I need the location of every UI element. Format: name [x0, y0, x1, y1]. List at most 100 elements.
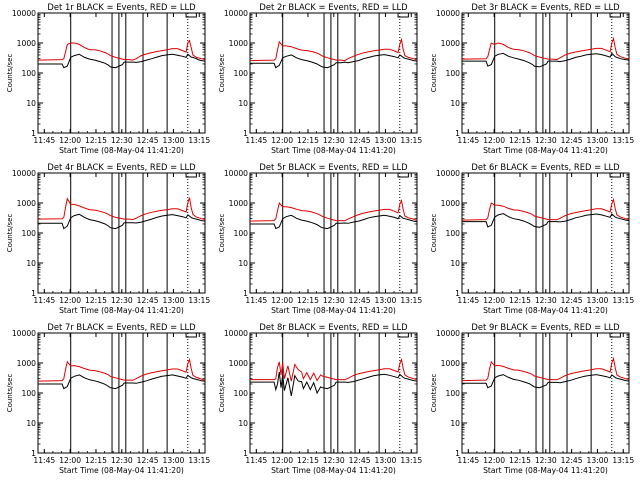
x-tick-label: 12:00: [483, 136, 505, 145]
y-tick-label: 1: [455, 289, 460, 298]
y-axis-title: Counts/sec: [430, 54, 438, 93]
x-tick-label: 13:00: [374, 136, 396, 145]
panel-title: Det 6r BLACK = Events, RED = LLD: [471, 162, 619, 172]
x-tick-label: 12:45: [561, 296, 583, 305]
series-line-events: [250, 371, 418, 396]
x-tick-label: 13:00: [162, 456, 184, 465]
y-tick-label: 100: [22, 229, 37, 238]
y-tick-label: 100: [234, 229, 249, 238]
x-tick-label: 12:30: [323, 456, 345, 465]
y-tick-label: 10000: [436, 9, 460, 18]
x-tick-label: 11:45: [457, 136, 479, 145]
panel-title: Det 1r BLACK = Events, RED = LLD: [47, 2, 195, 12]
x-tick-label: 13:00: [586, 136, 608, 145]
y-tick-label: 1: [243, 449, 248, 458]
y-axis-title: Counts/sec: [430, 214, 438, 253]
panel-title: Det 7r BLACK = Events, RED = LLD: [47, 322, 195, 332]
plot-frame: [37, 332, 206, 454]
x-tick-label: 12:30: [323, 296, 345, 305]
x-tick-label: 13:15: [400, 136, 422, 145]
series-line-lld: [461, 197, 630, 221]
x-tick-label: 12:00: [59, 136, 81, 145]
y-axis-title: Counts/sec: [6, 374, 14, 413]
series-line-events: [38, 213, 206, 230]
x-axis-title: Start Time (08-May-04 11:41:20): [59, 466, 184, 475]
x-tick-label: 12:15: [85, 296, 107, 305]
x-tick-label: 12:15: [85, 136, 107, 145]
plot-frame: [461, 332, 630, 454]
x-tick-label: 13:00: [374, 456, 396, 465]
series-line-lld: [461, 356, 630, 382]
x-tick-label: 12:15: [297, 136, 319, 145]
y-tick-label: 10: [238, 419, 248, 428]
x-tick-label: 12:00: [59, 296, 81, 305]
y-tick-label: 10000: [12, 9, 36, 18]
series-line-lld: [249, 37, 418, 62]
plot-frame: [461, 172, 630, 294]
y-tick-label: 10: [26, 419, 36, 428]
y-tick-label: 10: [238, 99, 248, 108]
top-bracket-marker: [397, 333, 409, 338]
series-line-lld: [37, 357, 206, 382]
y-tick-label: 10000: [436, 329, 460, 338]
panel-det-4: Det 4r BLACK = Events, RED = LLD 1 10 100 10…: [6, 162, 210, 315]
y-tick-label: 10: [450, 419, 460, 428]
series-line-events: [462, 52, 630, 68]
top-bracket-marker: [397, 173, 409, 178]
y-tick-label: 100: [234, 69, 249, 78]
x-tick-label: 12:30: [111, 456, 133, 465]
x-tick-label: 12:00: [271, 296, 293, 305]
x-tick-label: 13:15: [612, 296, 634, 305]
y-axis-title: Counts/sec: [430, 374, 438, 413]
x-tick-label: 13:00: [374, 296, 396, 305]
top-bracket-marker: [185, 173, 197, 178]
panel-det-8: Det 8r BLACK = Events, RED = LLD 1 10 100 10…: [218, 322, 422, 475]
x-axis-title: Start Time (08-May-04 11:41:20): [483, 466, 608, 475]
panel-title: Det 5r BLACK = Events, RED = LLD: [259, 162, 407, 172]
series-line-events: [462, 374, 630, 389]
x-tick-label: 11:45: [33, 456, 55, 465]
x-tick-label: 12:45: [349, 136, 371, 145]
x-tick-label: 12:15: [509, 136, 531, 145]
panel-title: Det 3r BLACK = Events, RED = LLD: [471, 2, 619, 12]
top-bracket-marker: [609, 173, 621, 178]
y-tick-label: 100: [446, 389, 461, 398]
x-tick-label: 12:45: [137, 136, 159, 145]
x-axis-title: Start Time (08-May-04 11:41:20): [59, 146, 184, 155]
panel-det-5: Det 5r BLACK = Events, RED = LLD 1 10 100 10…: [218, 162, 422, 315]
y-axis-title: Counts/sec: [6, 214, 14, 253]
x-tick-label: 12:30: [111, 136, 133, 145]
x-axis-title: Start Time (08-May-04 11:41:20): [483, 306, 608, 315]
x-tick-label: 13:00: [586, 296, 608, 305]
x-axis-title: Start Time (08-May-04 11:41:20): [271, 146, 396, 155]
x-tick-label: 12:15: [297, 296, 319, 305]
y-tick-label: 1000: [229, 199, 248, 208]
panel-title: Det 8r BLACK = Events, RED = LLD: [259, 322, 407, 332]
y-tick-label: 100: [234, 389, 249, 398]
top-bracket-marker: [609, 333, 621, 338]
series-line-lld: [461, 36, 630, 61]
y-axis-title: Counts/sec: [218, 54, 226, 93]
x-tick-label: 12:45: [137, 456, 159, 465]
y-tick-label: 100: [446, 69, 461, 78]
top-bracket-marker: [397, 13, 409, 18]
plot-frame: [249, 332, 418, 454]
x-tick-label: 12:45: [349, 456, 371, 465]
x-tick-label: 11:45: [33, 296, 55, 305]
y-tick-label: 100: [22, 389, 37, 398]
x-tick-label: 12:45: [561, 456, 583, 465]
series-line-events: [250, 214, 418, 230]
y-tick-label: 10: [26, 99, 36, 108]
x-tick-label: 13:00: [162, 296, 184, 305]
series-line-events: [38, 374, 206, 390]
x-tick-label: 13:15: [188, 296, 210, 305]
y-tick-label: 1000: [17, 199, 36, 208]
y-tick-label: 1000: [441, 39, 460, 48]
x-tick-label: 11:45: [245, 456, 267, 465]
x-tick-label: 12:00: [483, 296, 505, 305]
y-axis-title: Counts/sec: [218, 374, 226, 413]
panel-det-1: Det 1r BLACK = Events, RED = LLD 1 10 100 10…: [6, 2, 210, 155]
series-line-lld: [37, 39, 206, 61]
x-tick-label: 11:45: [245, 296, 267, 305]
